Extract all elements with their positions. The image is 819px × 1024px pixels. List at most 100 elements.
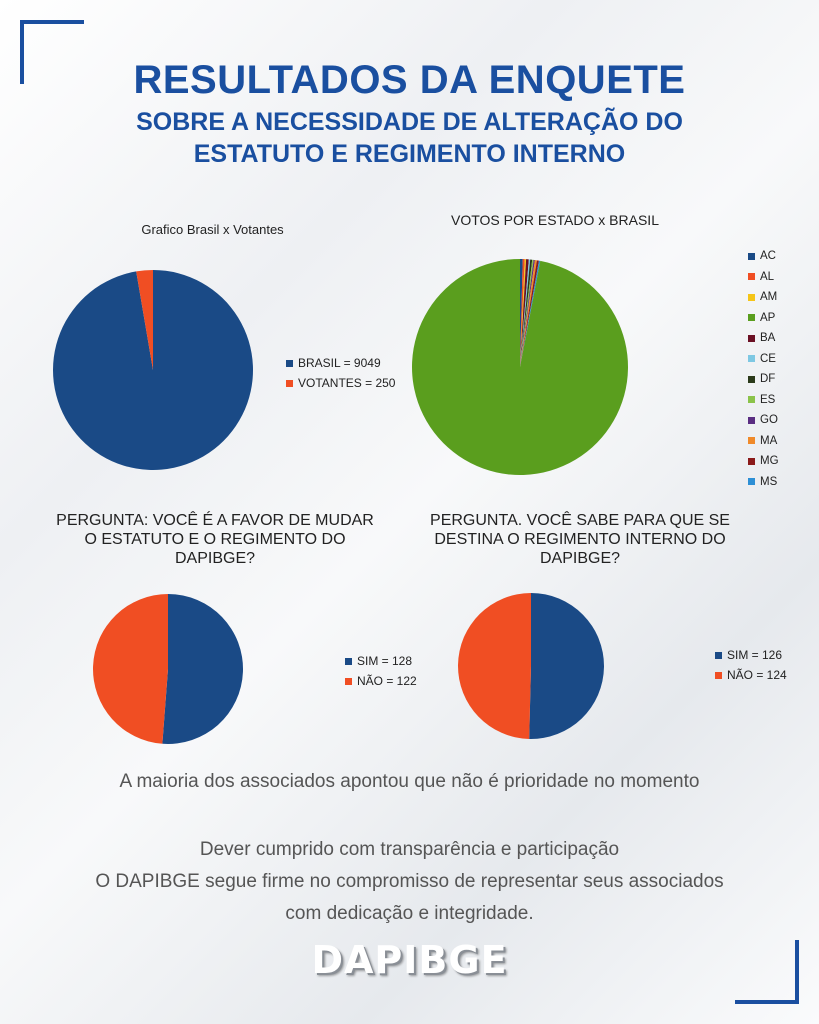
votos-estado-legend-label: MS <box>760 475 778 488</box>
closing-line-2: O DAPIBGE segue firme no compromisso de … <box>95 871 724 892</box>
conclusion-text: A maioria dos associados apontou que não… <box>119 771 700 792</box>
pie-chart-votos-estado <box>412 259 628 475</box>
chart-title-votos-estado: VOTOS POR ESTADO x BRASIL <box>451 212 659 228</box>
votos-estado-legend-swatch <box>748 252 755 260</box>
pie-chart-mudar-estatuto <box>92 594 243 744</box>
regimento-slice-1 <box>458 593 531 739</box>
question-1-line-2: O ESTATUTO E O REGIMENTO DO <box>84 531 346 548</box>
brasil-votantes-legend-item: BRASIL = 9049 <box>286 353 395 373</box>
regimento-legend-item: SIM = 126 <box>715 645 787 665</box>
brasil-votantes-legend-label: BRASIL = 9049 <box>298 356 381 370</box>
subtitle-line-2: ESTATUTO E REGIMENTO INTERNO <box>193 140 626 168</box>
chart-title-brasil-votantes: Grafico Brasil x Votantes <box>141 222 284 237</box>
votos-estado-slice-4 <box>520 259 531 367</box>
question-1-line-3: DAPIBGE? <box>174 550 256 567</box>
votos-estado-legend-swatch <box>748 457 755 465</box>
votos-estado-legend-swatch <box>748 396 755 404</box>
votos-estado-legend-swatch <box>748 375 755 383</box>
legend-votos-estado: AC AL AM AP BA CE DF ES GO MA MG MS <box>748 246 779 492</box>
brasil-votantes-legend-label: VOTANTES = 250 <box>298 376 396 390</box>
regimento-legend-swatch <box>715 651 722 659</box>
votos-estado-slice-7 <box>520 259 535 367</box>
votos-estado-legend-item: ES <box>748 390 779 411</box>
corner-decoration-bottom-right <box>735 940 799 1004</box>
votos-estado-legend-swatch <box>748 416 755 424</box>
votos-estado-legend-label: GO <box>760 414 778 427</box>
pie-chart-brasil-votantes <box>52 270 254 470</box>
mudar-estatuto-legend-label: SIM = 128 <box>357 654 413 668</box>
votos-estado-legend-item: MS <box>748 472 779 493</box>
legend-brasil-votantes: BRASIL = 9049 VOTANTES = 250 <box>286 353 395 393</box>
votos-estado-slice-3 <box>520 259 529 367</box>
mudar-estatuto-slice-1 <box>92 594 168 744</box>
closing-line-1: Dever cumprido com transparência e parti… <box>199 839 620 860</box>
votos-estado-slice-11 <box>412 259 628 475</box>
votos-estado-legend-swatch <box>748 355 755 363</box>
question-2-line-3: DAPIBGE? <box>539 550 621 567</box>
legend-mudar-estatuto: SIM = 128 NÃO = 122 <box>345 651 417 691</box>
regimento-slice-0 <box>529 593 605 739</box>
votos-estado-legend-swatch <box>748 437 755 445</box>
votos-estado-legend-item: BA <box>748 328 779 349</box>
subtitle-line-1: SOBRE A NECESSIDADE DE ALTERAÇÃO DO <box>136 108 683 136</box>
mudar-estatuto-legend-item: NÃO = 122 <box>345 671 417 691</box>
votos-estado-slice-10 <box>520 260 541 367</box>
question-title-mudar-estatuto: PERGUNTA: VOCÊ É A FAVOR DE MUDAR O ESTA… <box>40 511 390 568</box>
mudar-estatuto-legend-swatch <box>345 657 352 665</box>
regimento-legend-label: SIM = 126 <box>727 648 783 662</box>
question-2-line-2: DESTINA O REGIMENTO INTERNO DO <box>434 531 726 548</box>
votos-estado-legend-item: DF <box>748 369 779 390</box>
votos-estado-legend-label: ES <box>760 393 776 406</box>
votos-estado-legend-swatch <box>748 273 755 281</box>
closing-line-3: com dedicação e integridade. <box>285 903 534 924</box>
regimento-legend-swatch <box>715 671 722 679</box>
votos-estado-legend-label: AM <box>760 291 778 304</box>
page-title: RESULTADOS DA ENQUETE <box>133 58 686 102</box>
page-subtitle: SOBRE A NECESSIDADE DE ALTERAÇÃO DO ESTA… <box>0 106 819 170</box>
votos-estado-legend-item: AL <box>748 267 779 288</box>
legend-regimento: SIM = 126 NÃO = 124 <box>715 645 787 685</box>
votos-estado-legend-label: BA <box>760 332 776 345</box>
votos-estado-legend-label: MG <box>760 455 779 468</box>
dapibge-logo: DAPIBGE <box>311 938 508 982</box>
votos-estado-slice-6 <box>520 259 534 367</box>
question-1-line-1: PERGUNTA: VOCÊ É A FAVOR DE MUDAR <box>56 512 374 529</box>
regimento-legend-label: NÃO = 124 <box>727 668 787 682</box>
votos-estado-slice-0 <box>520 259 523 367</box>
votos-estado-legend-label: DF <box>760 373 776 386</box>
corner-decoration-top-left <box>20 20 84 84</box>
regimento-legend-item: NÃO = 124 <box>715 665 787 685</box>
brasil-votantes-slice-1 <box>136 270 153 370</box>
votos-estado-slice-5 <box>520 259 533 367</box>
votos-estado-legend-label: AL <box>760 270 775 283</box>
votos-estado-slice-9 <box>520 260 539 367</box>
votos-estado-legend-label: AC <box>760 250 776 263</box>
votos-estado-legend-item: AP <box>748 308 779 329</box>
mudar-estatuto-slice-0 <box>162 594 243 744</box>
votos-estado-legend-label: MA <box>760 434 778 447</box>
votos-estado-slice-2 <box>520 259 527 367</box>
brasil-votantes-legend-swatch <box>286 359 293 367</box>
votos-estado-legend-swatch <box>748 478 755 486</box>
votos-estado-legend-item: GO <box>748 410 779 431</box>
votos-estado-legend-swatch <box>748 293 755 301</box>
votos-estado-legend-item: MG <box>748 451 779 472</box>
votos-estado-legend-swatch <box>748 334 755 342</box>
question-title-regimento: PERGUNTA. VOCÊ SABE PARA QUE SE DESTINA … <box>415 511 745 568</box>
pie-chart-regimento <box>458 593 605 739</box>
votos-estado-legend-label: AP <box>760 311 776 324</box>
mudar-estatuto-legend-swatch <box>345 677 352 685</box>
mudar-estatuto-legend-label: NÃO = 122 <box>357 674 417 688</box>
votos-estado-legend-item: MA <box>748 431 779 452</box>
votos-estado-slice-8 <box>520 260 537 367</box>
mudar-estatuto-legend-item: SIM = 128 <box>345 651 417 671</box>
votos-estado-legend-item: AM <box>748 287 779 308</box>
votos-estado-legend-item: CE <box>748 349 779 370</box>
votos-estado-slice-1 <box>520 259 525 367</box>
brasil-votantes-legend-swatch <box>286 379 293 387</box>
brasil-votantes-legend-item: VOTANTES = 250 <box>286 373 395 393</box>
closing-statement: Dever cumprido com transparência e parti… <box>0 834 819 930</box>
votos-estado-legend-swatch <box>748 314 755 322</box>
votos-estado-legend-label: CE <box>760 352 776 365</box>
question-2-line-1: PERGUNTA. VOCÊ SABE PARA QUE SE <box>430 512 730 529</box>
